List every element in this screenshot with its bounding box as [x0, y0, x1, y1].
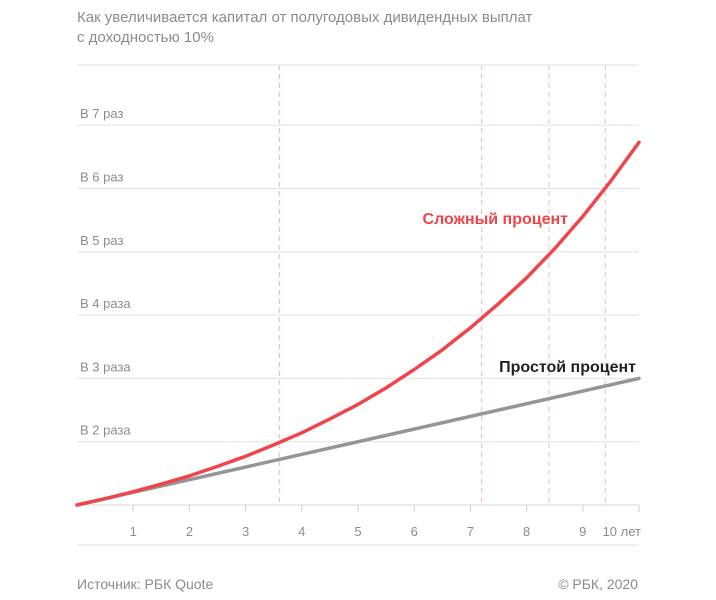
source-note: Источник: РБК Quote	[77, 576, 214, 592]
x-tick-label: 5	[354, 524, 361, 539]
y-tick-label: В 4 раза	[80, 296, 131, 311]
x-tick-label: 4	[298, 524, 305, 539]
chart-title-line-2: с доходностью 10%	[77, 29, 214, 46]
y-tick-label: В 7 раз	[80, 106, 123, 121]
simple-interest-label: Простой процент	[499, 359, 636, 376]
y-tick-label: В 6 раз	[80, 170, 123, 185]
x-tick-labels: 1 2 3 4 5 6 7 8 9 10 лет	[130, 524, 641, 539]
chart-title: Как увеличивается капитал от полугодовых…	[77, 8, 597, 48]
x-tick-label: 10 лет	[603, 524, 641, 539]
copyright-note: © РБК, 2020	[558, 576, 638, 592]
y-tick-label: В 2 раза	[80, 423, 131, 438]
y-tick-label: В 5 раз	[80, 233, 123, 248]
x-tick-label: 6	[411, 524, 418, 539]
compound-interest-label: Сложный процент	[423, 211, 569, 228]
x-axis	[77, 504, 640, 546]
x-tick-label: 9	[579, 524, 586, 539]
x-tick-label: 8	[523, 524, 530, 539]
y-tick-labels: В 2 раза В 3 раза В 4 раза В 5 раз В 6 раз В …	[80, 106, 131, 438]
x-tick-label: 7	[467, 524, 474, 539]
simple-interest-line	[75, 376, 641, 507]
x-tick-label: 2	[186, 524, 193, 539]
series-labels: Сложный процент Простой процент	[423, 211, 637, 376]
y-grid	[77, 124, 639, 443]
compound-interest-line	[75, 140, 641, 507]
dashed-marks	[278, 65, 606, 505]
y-tick-label: В 3 раза	[80, 359, 131, 374]
chart-title-line-1: Как увеличивается капитал от полугодовых…	[77, 9, 533, 26]
series-lines	[75, 140, 641, 507]
x-tick-label: 1	[130, 524, 137, 539]
x-tick-label: 3	[242, 524, 249, 539]
